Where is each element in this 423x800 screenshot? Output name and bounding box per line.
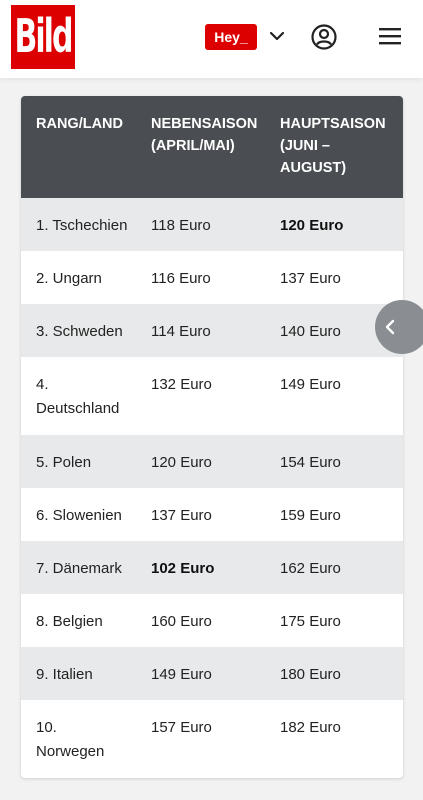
cell-hauptsaison: 137 Euro (280, 270, 341, 287)
table-header: Rang/Land Nebensaison (April/Mai) Haupts… (21, 96, 403, 198)
cell-nebensaison: 132 Euro (151, 376, 212, 393)
table-row: 3. Schweden 114 Euro 140 Euro (21, 304, 403, 357)
cell-land: 8. Belgien (36, 613, 103, 630)
bild-logo[interactable]: Bild (11, 5, 75, 69)
hey-button[interactable]: Hey_ (205, 24, 257, 50)
cell-nebensaison: 118 Euro (151, 217, 211, 234)
table-row: 6. Slowenien 137 Euro 159 Euro (21, 488, 403, 541)
cell-land: 6. Slowenien (36, 507, 122, 524)
column-header-rang: Rang/Land (36, 116, 123, 132)
cell-hauptsaison: 149 Euro (280, 376, 341, 393)
site-header: Bild Hey_ (0, 0, 423, 78)
price-table: Rang/Land Nebensaison (April/Mai) Haupts… (21, 96, 403, 778)
table-row: 8. Belgien 160 Euro 175 Euro (21, 594, 403, 647)
cell-hauptsaison: 182 Euro (280, 719, 341, 736)
cell-land: 7. Dänemark (36, 560, 122, 577)
cell-nebensaison: 102 Euro (151, 560, 215, 577)
cell-hauptsaison: 180 Euro (280, 666, 341, 683)
cell-nebensaison: 120 Euro (151, 454, 212, 471)
chevron-left-icon (385, 319, 395, 335)
cell-land: 4. Deutschland (36, 376, 120, 417)
cell-hauptsaison: 154 Euro (280, 454, 341, 471)
cell-hauptsaison: 120 Euro (280, 217, 344, 234)
menu-icon[interactable] (378, 26, 402, 46)
cell-land: 10. Norwegen (36, 719, 105, 760)
cell-hauptsaison: 175 Euro (280, 613, 341, 630)
table-row: 7. Dänemark 102 Euro 162 Euro (21, 541, 403, 594)
table-row: 2. Ungarn 116 Euro 137 Euro (21, 251, 403, 304)
cell-nebensaison: 160 Euro (151, 613, 212, 630)
cell-hauptsaison: 140 Euro (280, 323, 341, 340)
cell-land: 5. Polen (36, 454, 92, 471)
cell-land: 3. Schweden (36, 323, 123, 340)
table-row: 5. Polen 120 Euro 154 Euro (21, 435, 403, 488)
column-header-hauptsaison: Hauptsaison (Juni – August) (280, 116, 386, 176)
cell-nebensaison: 149 Euro (151, 666, 212, 683)
cell-land: 1. Tschechien (36, 217, 128, 234)
cell-hauptsaison: 162 Euro (280, 560, 341, 577)
cell-land: 2. Ungarn (36, 270, 102, 287)
user-icon[interactable] (311, 24, 337, 50)
table-row: 1. Tschechien 118 Euro 120 Euro (21, 198, 403, 251)
cell-hauptsaison: 159 Euro (280, 507, 341, 524)
table-row: 9. Italien 149 Euro 180 Euro (21, 647, 403, 700)
table-scroll-button[interactable] (375, 300, 423, 354)
table-row: 10. Norwegen 157 Euro 182 Euro (21, 700, 403, 778)
cell-land: 9. Italien (36, 666, 93, 683)
cell-nebensaison: 114 Euro (151, 323, 211, 340)
cell-nebensaison: 157 Euro (151, 719, 212, 736)
chevron-down-icon[interactable] (268, 27, 286, 45)
cell-nebensaison: 137 Euro (151, 507, 212, 524)
cell-nebensaison: 116 Euro (151, 270, 211, 287)
table-row: 4. Deutschland 132 Euro 149 Euro (21, 357, 403, 435)
column-header-nebensaison: Nebensaison (April/Mai) (151, 116, 258, 154)
